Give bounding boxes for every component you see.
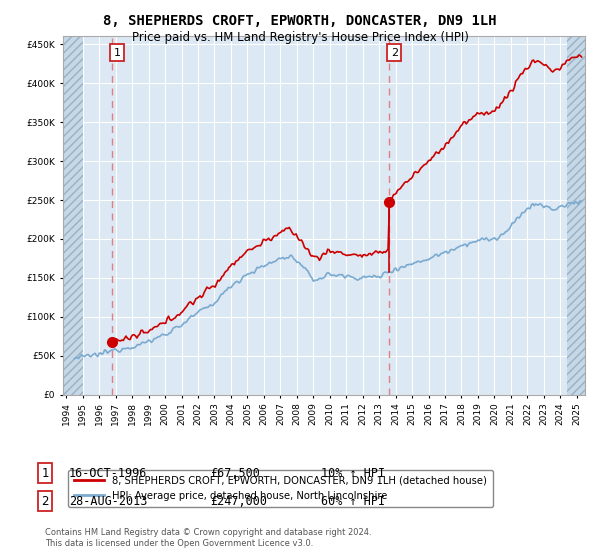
Text: £247,000: £247,000 [210, 494, 267, 508]
Legend: 8, SHEPHERDS CROFT, EPWORTH, DONCASTER, DN9 1LH (detached house), HPI: Average p: 8, SHEPHERDS CROFT, EPWORTH, DONCASTER, … [68, 470, 493, 507]
Text: 60% ↑ HPI: 60% ↑ HPI [321, 494, 385, 508]
Text: £67,500: £67,500 [210, 466, 260, 480]
Text: Price paid vs. HM Land Registry's House Price Index (HPI): Price paid vs. HM Land Registry's House … [131, 31, 469, 44]
Text: 16-OCT-1996: 16-OCT-1996 [69, 466, 148, 480]
Text: 2: 2 [391, 48, 398, 58]
Bar [63, 36, 83, 395]
Text: 8, SHEPHERDS CROFT, EPWORTH, DONCASTER, DN9 1LH: 8, SHEPHERDS CROFT, EPWORTH, DONCASTER, … [103, 14, 497, 28]
Bar [567, 36, 585, 395]
Text: Contains HM Land Registry data © Crown copyright and database right 2024.
This d: Contains HM Land Registry data © Crown c… [45, 528, 371, 548]
Text: 1: 1 [41, 466, 49, 480]
Text: 1: 1 [113, 48, 121, 58]
Text: 28-AUG-2013: 28-AUG-2013 [69, 494, 148, 508]
Text: 2: 2 [41, 494, 49, 508]
Text: 10% ↑ HPI: 10% ↑ HPI [321, 466, 385, 480]
